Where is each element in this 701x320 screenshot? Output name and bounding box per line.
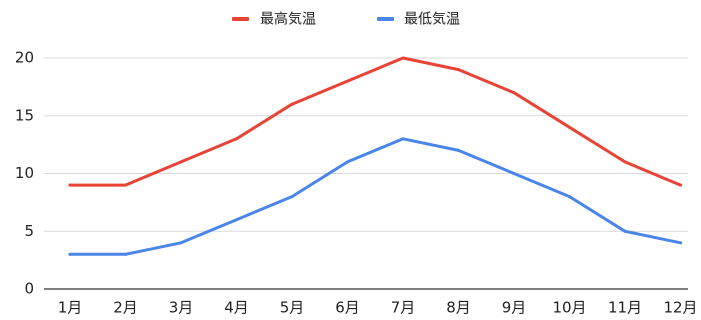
series-line-1 <box>68 56 682 187</box>
gridlines <box>44 57 688 290</box>
y-tick-label: 5 <box>24 222 34 240</box>
x-tick-label: 8月 <box>446 299 471 317</box>
data-point <box>290 195 294 199</box>
data-point <box>623 160 627 164</box>
legend-swatch <box>232 17 249 21</box>
legend-swatch <box>377 17 394 21</box>
data-point <box>512 172 516 175</box>
data-point <box>290 102 294 106</box>
x-tick-label: 4月 <box>224 299 249 317</box>
x-tick-label: 1月 <box>58 299 83 317</box>
series-lines <box>68 56 682 256</box>
series-line-2 <box>68 137 682 256</box>
x-tick-label: 5月 <box>280 299 305 317</box>
data-point <box>68 183 72 187</box>
data-point <box>179 160 183 164</box>
data-point <box>401 137 405 141</box>
data-point <box>623 229 627 233</box>
x-axis-ticks: 1月 2月 3月 4月 5月 6月 7月 8月 9月 10月 11月 12月 <box>58 299 698 317</box>
data-point <box>179 241 183 245</box>
data-point <box>679 183 682 187</box>
y-tick-label: 20 <box>15 49 34 67</box>
x-tick-label: 7月 <box>391 299 416 317</box>
data-point <box>235 218 238 222</box>
x-tick-label: 9月 <box>502 299 527 317</box>
data-point <box>679 241 682 245</box>
legend-label: 最高気温 <box>260 11 316 28</box>
y-axis-ticks: 0 5 10 15 20 <box>15 49 34 298</box>
data-point <box>68 252 72 256</box>
x-tick-label: 10月 <box>552 299 586 317</box>
data-point <box>124 183 127 187</box>
data-point <box>346 79 349 83</box>
data-point <box>568 195 571 199</box>
data-point <box>457 148 460 152</box>
y-tick-label: 15 <box>15 106 34 124</box>
data-point <box>568 125 571 129</box>
data-point <box>512 91 516 95</box>
data-point <box>457 68 460 72</box>
x-tick-label: 6月 <box>335 299 360 317</box>
data-point <box>235 137 238 141</box>
x-tick-label: 2月 <box>113 299 138 317</box>
y-tick-label: 10 <box>15 164 34 182</box>
x-tick-label: 11月 <box>608 299 642 317</box>
y-tick-label: 0 <box>24 280 34 298</box>
legend: 最高気温 最低気温 <box>232 11 460 28</box>
x-tick-label: 12月 <box>663 299 697 317</box>
legend-label: 最低気温 <box>404 12 460 28</box>
x-tick-label: 3月 <box>169 299 194 317</box>
data-point <box>346 160 349 164</box>
data-point <box>124 252 127 256</box>
data-point <box>401 56 405 60</box>
